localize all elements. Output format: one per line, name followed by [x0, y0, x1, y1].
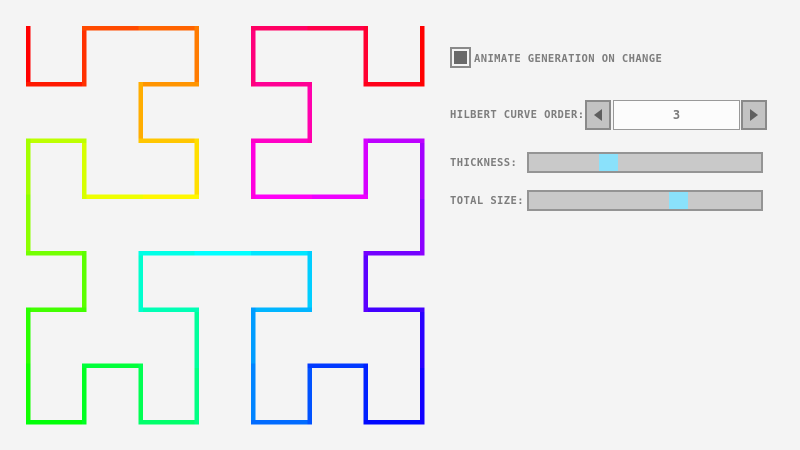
order-label: HILBERT CURVE ORDER:: [450, 109, 585, 121]
total-size-slider-handle[interactable]: [669, 192, 688, 209]
total-size-slider-track[interactable]: [527, 190, 763, 211]
order-value-field[interactable]: 3: [613, 100, 740, 130]
order-increase-button[interactable]: [741, 100, 767, 130]
order-decrease-button[interactable]: [585, 100, 611, 130]
total-size-label: TOTAL SIZE:: [450, 195, 524, 207]
animate-checkbox[interactable]: [450, 47, 471, 68]
checkbox-check-mark: [454, 51, 467, 64]
animate-checkbox-label: ANIMATE GENERATION ON CHANGE: [474, 53, 663, 65]
left-triangle-icon: [594, 109, 602, 121]
order-value: 3: [672, 108, 681, 122]
thickness-slider-track[interactable]: [527, 152, 763, 173]
thickness-label: THICKNESS:: [450, 157, 518, 169]
hilbert-curve-canvas: [25, 25, 425, 425]
right-triangle-icon: [750, 109, 758, 121]
thickness-slider-handle[interactable]: [599, 154, 618, 171]
